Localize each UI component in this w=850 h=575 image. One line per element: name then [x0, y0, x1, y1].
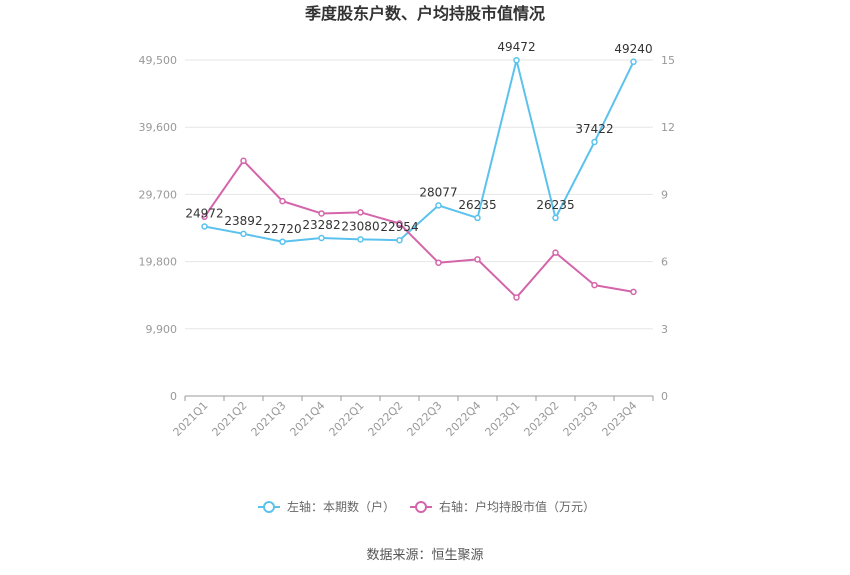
x-tick-label: 2021Q3	[249, 399, 289, 439]
data-point	[396, 220, 403, 227]
legend-label: 右轴：户均持股市值（万元）	[439, 499, 595, 514]
x-tick-label: 2021Q1	[171, 399, 211, 439]
data-point	[435, 259, 442, 266]
data-point	[240, 157, 247, 165]
data-label: 37422	[575, 122, 613, 136]
data-point	[552, 214, 559, 222]
left-tick-label: 29,700	[139, 188, 178, 201]
left-tick-label: 0	[170, 390, 177, 403]
legend: 左轴：本期数（户） 右轴：户均持股市值（万元）	[258, 499, 595, 514]
series-line-1	[204, 59, 635, 243]
x-tick-label: 2023Q2	[522, 399, 562, 439]
legend-marker	[263, 501, 275, 513]
legend-label: 左轴：本期数（户）	[287, 499, 395, 514]
series	[201, 56, 637, 301]
left-axis: 0 9,900 19,800 29,700 39,600 49,500	[139, 54, 178, 403]
data-point	[552, 249, 559, 256]
data-label: 26235	[536, 198, 574, 212]
data-label: 24972	[185, 206, 223, 220]
x-tick-label: 2022Q1	[327, 399, 367, 439]
x-tick-label: 2022Q4	[444, 399, 484, 439]
data-point	[591, 281, 598, 289]
x-axis: 2021Q12021Q22021Q32021Q42022Q12022Q22022…	[171, 396, 654, 439]
right-tick-label: 6	[661, 256, 668, 269]
source-note: 数据来源：恒生聚源	[366, 548, 483, 563]
data-label: 23892	[224, 214, 262, 228]
x-tick-label: 2022Q3	[405, 399, 445, 439]
data-point	[279, 197, 286, 205]
left-tick-label: 19,800	[139, 256, 178, 269]
data-point	[318, 210, 325, 217]
data-point	[357, 209, 364, 216]
data-point	[201, 223, 208, 230]
right-tick-label: 15	[661, 54, 675, 67]
data-point	[435, 202, 442, 209]
x-tick-label: 2023Q3	[561, 399, 601, 439]
x-tick-label: 2023Q4	[600, 399, 640, 439]
left-tick-label: 39,600	[139, 121, 178, 134]
right-tick-label: 3	[661, 323, 668, 336]
data-point	[591, 138, 598, 146]
series-line-2	[203, 159, 634, 299]
data-point	[513, 56, 520, 64]
data-point	[357, 236, 364, 243]
data-point	[630, 288, 637, 296]
data-point	[630, 58, 637, 66]
x-tick-label: 2021Q4	[288, 399, 328, 439]
data-point	[201, 213, 208, 221]
data-point	[474, 256, 481, 263]
data-label: 49472	[497, 40, 535, 54]
data-point	[396, 236, 403, 244]
data-point	[474, 214, 481, 222]
data-label: 26235	[458, 198, 496, 212]
data-label: 22954	[380, 220, 418, 234]
data-point	[513, 294, 520, 301]
left-tick-label: 9,900	[146, 323, 178, 336]
data-label: 28077	[419, 185, 457, 199]
right-tick-label: 0	[661, 390, 668, 403]
x-tick-label: 2023Q1	[483, 399, 523, 439]
x-tick-label: 2022Q2	[366, 399, 406, 439]
data-point	[279, 238, 286, 246]
left-tick-label: 49,500	[139, 54, 178, 67]
legend-marker	[415, 501, 427, 513]
right-tick-label: 12	[661, 121, 675, 134]
x-tick-label: 2021Q2	[210, 399, 250, 439]
data-point	[318, 234, 325, 242]
grid	[185, 59, 653, 397]
data-label: 49240	[614, 42, 652, 56]
data-point	[240, 230, 247, 238]
data-label: 22720	[263, 222, 301, 236]
right-axis: 0 3 6 9 12 15	[661, 54, 675, 403]
chart-title: 季度股东户数、户均持股市值情况	[304, 4, 545, 23]
data-label: 23080	[341, 219, 379, 233]
data-label: 23282	[302, 218, 340, 232]
right-tick-label: 9	[661, 188, 668, 201]
